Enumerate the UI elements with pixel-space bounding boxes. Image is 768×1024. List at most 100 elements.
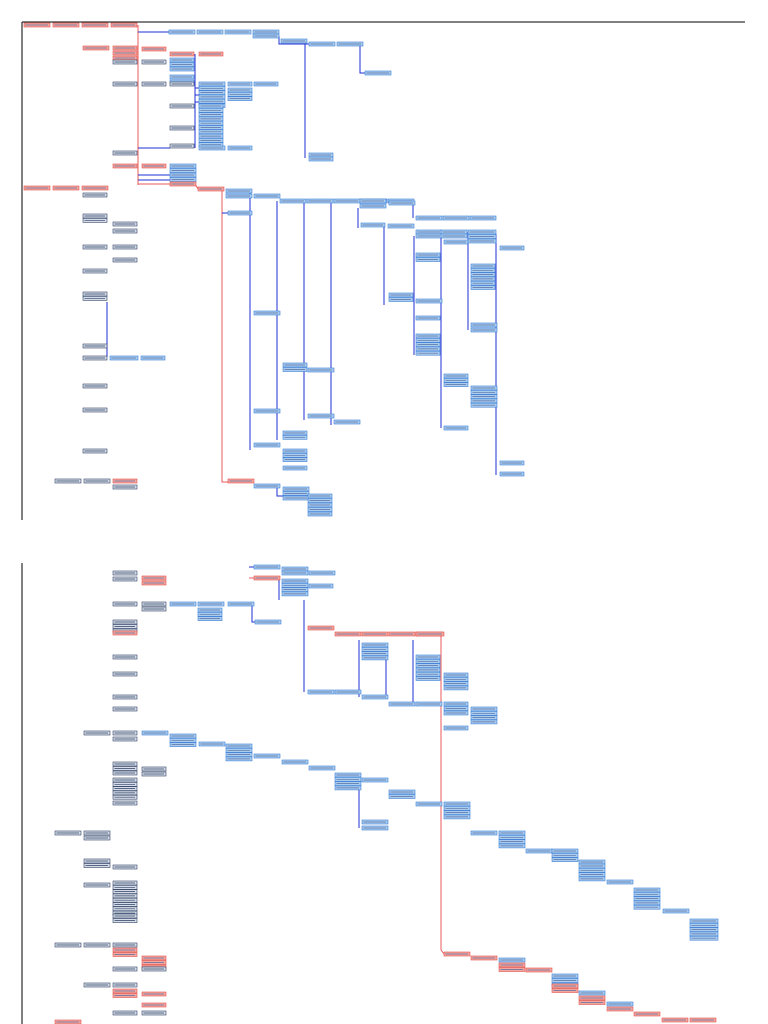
tree-node-highlighted <box>112 163 138 169</box>
tree-node-root <box>112 694 138 700</box>
tree-node-root <box>112 913 138 919</box>
tree-node <box>109 355 139 361</box>
tree-node <box>282 430 308 436</box>
tree-node <box>253 310 281 316</box>
tree-node <box>470 398 498 404</box>
tree-node <box>282 486 310 492</box>
tree-node-root <box>112 880 138 886</box>
tree-node <box>551 848 579 854</box>
tree-node <box>578 859 606 865</box>
tree-node <box>197 616 223 621</box>
tree-node <box>388 200 416 206</box>
tree-node <box>499 460 525 466</box>
tree-node <box>360 222 386 228</box>
tree-node <box>388 794 416 799</box>
tree-node <box>282 452 308 458</box>
tree-node-root <box>112 1010 138 1016</box>
tree-node-root <box>83 982 111 988</box>
tree-node-root <box>112 624 138 629</box>
tree-node <box>415 333 441 339</box>
tree-node-root <box>82 218 108 223</box>
tree-node-root <box>112 576 138 582</box>
tree-node <box>578 990 606 996</box>
tree-node-root <box>82 355 108 361</box>
tree-node-highlighted <box>498 962 526 968</box>
tree-node <box>198 81 226 87</box>
tree-node-highlighted <box>112 478 138 484</box>
tree-node-root <box>54 942 82 948</box>
tree-node <box>307 498 333 503</box>
tree-node-root <box>112 800 138 806</box>
tree-node <box>443 814 471 820</box>
tree-node <box>415 337 441 343</box>
tree-node-highlighted <box>606 1006 634 1012</box>
tree-node <box>467 238 497 244</box>
tree-node <box>443 801 471 807</box>
tree-node <box>359 203 387 209</box>
tree-node-root <box>112 864 138 870</box>
tree-node <box>198 116 224 122</box>
tree-node <box>227 92 253 97</box>
tree-node <box>198 98 226 104</box>
tree-node-root <box>83 863 111 868</box>
tree-node <box>388 789 416 795</box>
tree-node-highlighted <box>112 947 138 953</box>
tree-node <box>169 163 197 169</box>
tree-node <box>224 29 252 35</box>
tree-node-root <box>112 770 138 776</box>
tree-node <box>254 619 282 625</box>
tree-node <box>443 377 469 383</box>
tree-node-root <box>112 786 138 791</box>
tree-node-highlighted <box>525 967 553 973</box>
tree-node-highlighted <box>112 45 138 51</box>
tree-node-root <box>141 771 167 777</box>
tree-node <box>633 896 661 901</box>
tree-node-highlighted <box>112 55 138 61</box>
tree-node <box>197 607 223 613</box>
tree-node <box>387 223 415 229</box>
tree-connectors <box>106 25 497 955</box>
tree-node-root <box>141 601 167 607</box>
tree-node <box>606 1001 634 1007</box>
tree-node <box>443 810 471 815</box>
tree-node <box>415 350 441 356</box>
tree-node <box>169 57 195 63</box>
tree-node <box>578 867 606 873</box>
tree-node-root <box>82 268 108 274</box>
tree-node <box>306 198 334 204</box>
tree-node <box>225 188 253 194</box>
tree-node <box>334 785 362 791</box>
tree-node <box>525 848 553 854</box>
tree-node-root <box>112 790 138 796</box>
tree-node-highlighted <box>169 181 197 187</box>
tree-node <box>388 292 414 298</box>
tree-node <box>415 667 441 673</box>
tree-node-highlighted <box>141 580 167 586</box>
tree-node <box>469 215 497 221</box>
tree-node <box>633 904 661 910</box>
tree-node-highlighted <box>141 960 167 965</box>
tree-node-root <box>83 478 111 484</box>
tree-node <box>415 342 441 347</box>
tree-node <box>281 591 309 597</box>
tree-node <box>443 373 469 379</box>
tree-node <box>227 81 253 87</box>
tree-node <box>633 900 661 906</box>
tree-node-root <box>112 766 138 771</box>
tree-node-root <box>112 654 138 660</box>
tree-node <box>578 863 606 869</box>
tree-node <box>499 471 525 477</box>
tree-node-highlighted <box>110 22 138 28</box>
tree-node <box>279 198 307 204</box>
tree-node-highlighted <box>578 995 606 1001</box>
tree-node <box>551 852 579 858</box>
tree-node <box>280 38 308 44</box>
tree-node <box>252 29 280 35</box>
tree-node <box>253 564 281 570</box>
tree-node <box>282 367 308 372</box>
tree-node <box>334 781 362 786</box>
tree-node <box>415 671 441 677</box>
tree-node-root <box>112 902 138 907</box>
